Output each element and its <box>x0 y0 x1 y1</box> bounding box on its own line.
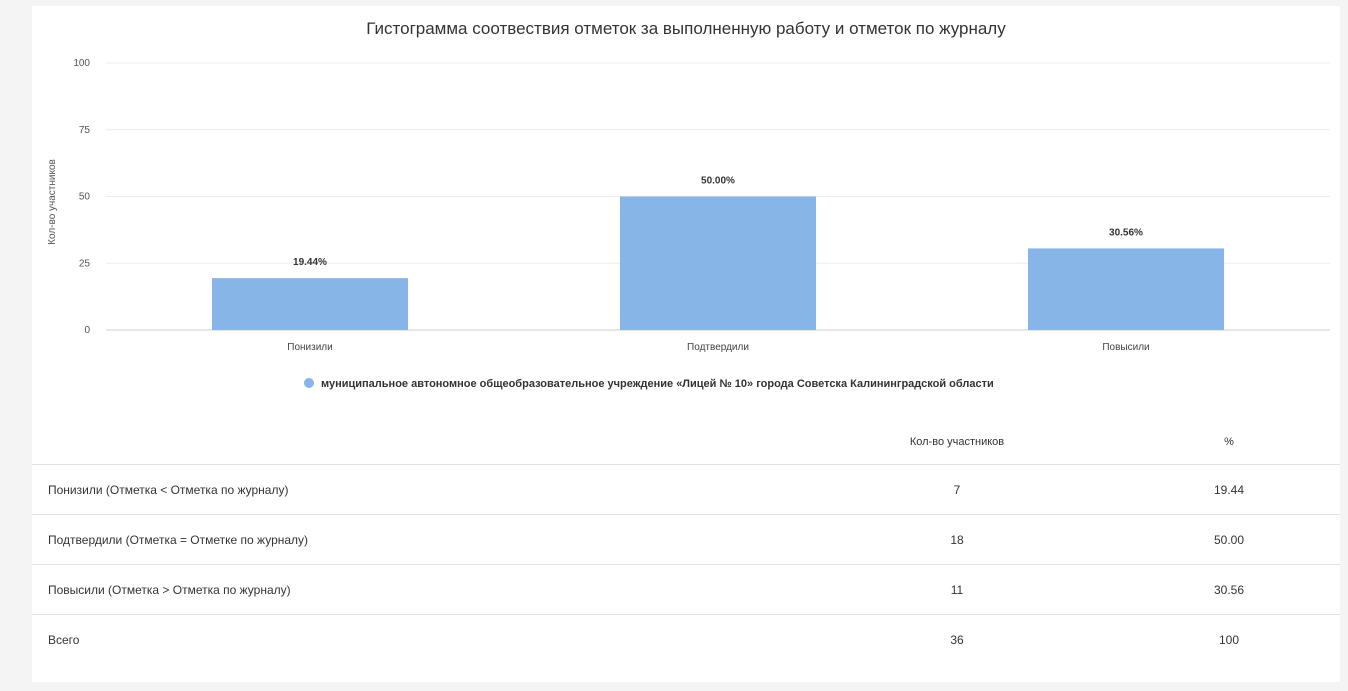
table-row: Подтвердили (Отметка = Отметке по журнал… <box>32 514 1340 565</box>
x-tick-label: Понизили <box>287 342 332 353</box>
bar-1 <box>212 278 408 330</box>
x-tick-label: Повысили <box>1102 342 1149 353</box>
y-tick-label: 0 <box>84 325 90 336</box>
x-tick-label: Подтвердили <box>687 342 749 353</box>
y-tick-label: 50 <box>79 192 91 203</box>
bar-chart: Гистограмма соотвествия отметок за выпол… <box>47 19 1330 390</box>
bar-series: 19.44% 50.00% 30.56% <box>212 176 1224 330</box>
row-percent: 50.00 <box>1118 514 1340 565</box>
data-label: 50.00% <box>701 176 735 187</box>
row-label: Повысили (Отметка > Отметка по журналу) <box>32 564 796 615</box>
bar-2 <box>620 196 816 330</box>
row-label: Всего <box>48 632 80 647</box>
y-tick-label: 25 <box>79 258 91 269</box>
row-label: Подтвердили (Отметка = Отметке по журнал… <box>32 514 796 565</box>
row-count: 7 <box>796 464 1118 515</box>
row-count: 18 <box>796 514 1118 565</box>
y-tick-label: 75 <box>79 125 91 136</box>
row-count: 36 <box>950 632 964 647</box>
row-percent: 100 <box>1218 632 1240 647</box>
legend-label[interactable]: муниципальное автономное общеобразовател… <box>321 378 994 390</box>
header-count: Кол-во участников <box>796 420 1118 465</box>
row-count: 11 <box>796 564 1118 615</box>
table-header-row: Кол-во участников % <box>32 420 1340 465</box>
x-axis-labels: Понизили Подтвердили Повысили <box>287 342 1149 353</box>
y-axis-label: Кол-во участников <box>47 159 58 245</box>
chart-title: Гистограмма соотвествия отметок за выпол… <box>366 19 1006 38</box>
summary-table: Кол-во участников % Понизили (Отметка < … <box>32 420 1340 664</box>
legend[interactable]: муниципальное автономное общеобразовател… <box>304 378 994 390</box>
row-percent: 19.44 <box>1118 464 1340 515</box>
y-axis-ticks: 0 25 50 75 100 <box>73 58 90 336</box>
table-row-total: Всего 36 100 <box>32 615 1340 665</box>
row-label: Понизили (Отметка < Отметка по журналу) <box>32 464 796 515</box>
y-tick-label: 100 <box>73 58 90 69</box>
data-label: 19.44% <box>293 257 327 268</box>
legend-marker <box>304 378 314 388</box>
table-row: Повысили (Отметка > Отметка по журналу) … <box>32 564 1340 615</box>
header-label <box>32 420 796 465</box>
data-label: 30.56% <box>1109 227 1143 238</box>
chart-panel: Гистограмма соотвествия отметок за выпол… <box>32 6 1340 682</box>
table-row: Понизили (Отметка < Отметка по журналу) … <box>32 464 1340 515</box>
header-percent: % <box>1118 420 1340 465</box>
bar-3 <box>1028 248 1224 330</box>
row-percent: 30.56 <box>1118 564 1340 615</box>
